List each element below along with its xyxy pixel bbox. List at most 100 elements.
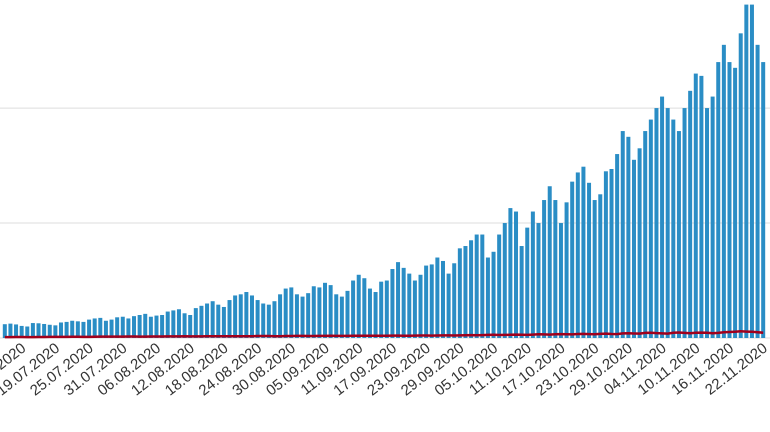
bar <box>120 316 125 338</box>
bar <box>558 223 563 338</box>
bar <box>14 324 19 338</box>
bar <box>457 248 462 338</box>
bar <box>19 325 24 338</box>
bar <box>249 295 254 338</box>
bar <box>165 311 170 338</box>
bar <box>373 292 378 338</box>
line <box>4 330 764 339</box>
bar <box>362 278 367 338</box>
bar <box>682 108 687 338</box>
bar <box>367 288 372 338</box>
bar <box>233 295 238 338</box>
bar <box>738 33 743 338</box>
bar <box>581 166 586 338</box>
bar <box>390 269 395 338</box>
bar <box>637 148 642 338</box>
bar <box>193 308 198 338</box>
bar <box>570 181 575 338</box>
bar <box>446 273 451 338</box>
bar <box>70 320 75 338</box>
bar <box>176 309 181 338</box>
bar <box>81 321 86 338</box>
bar <box>30 323 35 338</box>
bar <box>2 324 7 338</box>
bar <box>384 280 389 338</box>
bar <box>160 315 165 338</box>
bar <box>497 234 502 338</box>
bar <box>654 108 659 338</box>
bar <box>42 323 47 338</box>
bar <box>407 273 412 338</box>
bar <box>688 90 693 339</box>
bar <box>603 171 608 338</box>
bar <box>609 169 614 338</box>
bar <box>761 62 766 338</box>
bar <box>514 211 519 338</box>
bar <box>317 287 322 338</box>
bar <box>429 264 434 338</box>
bar <box>671 119 676 338</box>
bar <box>266 304 271 338</box>
bar <box>452 263 457 338</box>
bar <box>721 44 726 339</box>
bar <box>289 287 294 338</box>
bar <box>705 108 710 338</box>
bar <box>182 313 187 338</box>
bar <box>8 323 13 338</box>
bar <box>221 306 226 338</box>
bar <box>334 294 339 338</box>
bar <box>631 159 636 338</box>
bar <box>536 223 541 338</box>
bar <box>98 317 103 338</box>
bar <box>615 154 620 338</box>
bar <box>474 234 479 338</box>
bar <box>676 131 681 338</box>
bar <box>435 257 440 338</box>
bar <box>592 200 597 338</box>
bar <box>255 300 260 338</box>
bar <box>749 4 754 339</box>
bar <box>648 119 653 338</box>
bar <box>508 208 513 338</box>
bar <box>463 246 468 338</box>
bar <box>64 321 69 338</box>
bar <box>401 267 406 338</box>
bar <box>727 62 732 338</box>
bar <box>502 223 507 338</box>
bar <box>244 292 249 338</box>
bar <box>132 316 137 338</box>
bar <box>660 96 665 338</box>
bar <box>379 281 384 338</box>
bar <box>525 227 530 338</box>
bar <box>306 293 311 338</box>
bar <box>227 300 232 338</box>
bar <box>547 186 552 338</box>
bar <box>564 202 569 338</box>
bar <box>412 280 417 338</box>
bar <box>238 294 243 338</box>
bar <box>553 200 558 338</box>
bar <box>418 274 423 338</box>
bar <box>261 303 266 338</box>
bar <box>216 304 221 338</box>
bar <box>53 325 58 338</box>
bar <box>575 172 580 338</box>
bar <box>693 73 698 338</box>
bar <box>188 315 193 338</box>
bar <box>424 265 429 338</box>
bar <box>699 75 704 338</box>
bar <box>148 316 153 338</box>
bar <box>103 320 108 338</box>
bar <box>491 251 496 338</box>
bar <box>755 44 760 339</box>
bar <box>351 280 356 338</box>
bar <box>710 96 715 338</box>
bar <box>137 315 142 338</box>
bar <box>716 62 721 338</box>
bar <box>294 294 299 338</box>
bar <box>530 211 535 338</box>
bar <box>323 282 328 338</box>
bar <box>328 285 333 338</box>
bar <box>519 246 524 338</box>
